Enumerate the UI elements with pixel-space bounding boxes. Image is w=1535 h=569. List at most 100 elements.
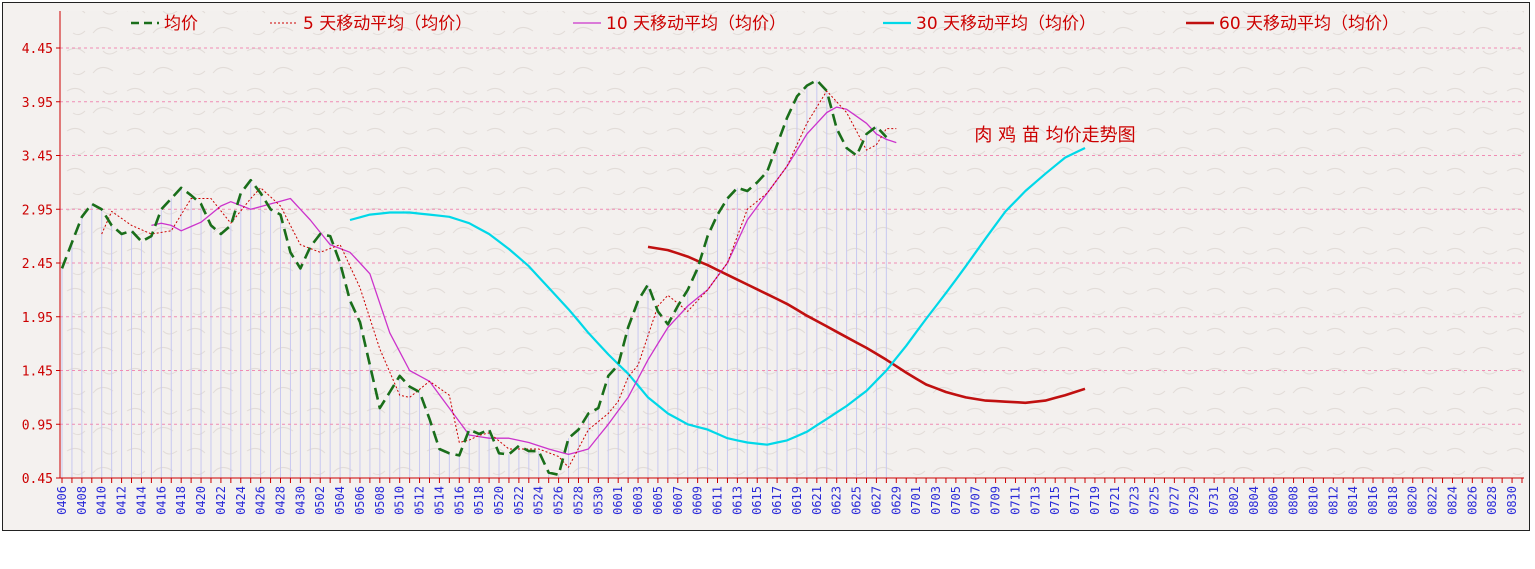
y-tick-label: 1.45 [22, 365, 53, 380]
x-tick-label: 0508 [373, 486, 387, 515]
x-tick-label: 0504 [333, 486, 347, 515]
x-tick-label: 0619 [790, 486, 804, 515]
x-tick-label: 0416 [154, 486, 168, 515]
x-tick-label: 0808 [1287, 486, 1301, 515]
x-tick-label: 0731 [1207, 486, 1221, 515]
x-tick-label: 0814 [1346, 486, 1360, 515]
x-tick-label: 0719 [1088, 486, 1102, 515]
series-line-1 [101, 90, 897, 468]
x-tick-label: 0810 [1306, 486, 1320, 515]
y-axis: 0.45 0.95 1.45 1.95 2.45 2.95 3.45 3.95 4.45 [22, 11, 61, 487]
x-tick-label: 0601 [611, 486, 625, 515]
x-tick-label: 0406 [55, 486, 69, 515]
x-tick-label: 0609 [691, 486, 705, 515]
x-tick-label: 0623 [830, 486, 844, 515]
x-tick-label: 0826 [1465, 486, 1479, 515]
x-tick-label: 0530 [591, 486, 605, 515]
series-lines [60, 79, 1086, 477]
x-tick-label: 0526 [552, 486, 566, 515]
area-bars [61, 80, 887, 478]
x-tick-label: 0806 [1267, 486, 1281, 515]
y-tick-label: 2.95 [22, 203, 53, 218]
x-tick-label: 0512 [413, 486, 427, 515]
x-tick-label: 0703 [929, 486, 943, 515]
x-tick-label: 0713 [1028, 486, 1042, 515]
y-tick-label: 0.95 [22, 418, 53, 433]
y-tick-label: 3.45 [22, 150, 53, 165]
x-tick-label: 0613 [730, 486, 744, 515]
x-tick-label: 0426 [254, 486, 268, 515]
x-tick-label: 0723 [1128, 486, 1142, 515]
x-tick-label: 0414 [134, 486, 148, 515]
legend: 均价 5 天移动平均（均价） 10 天移动平均（均价） 30 天移动平均（均价） 60 … [131, 14, 1399, 34]
x-tick-label: 0707 [969, 486, 983, 515]
y-tick-label: 0.45 [22, 472, 53, 487]
x-tick-label: 0709 [989, 486, 1003, 515]
x-tick-label: 0502 [313, 486, 327, 515]
x-tick-label: 0824 [1445, 486, 1459, 515]
x-tick-label: 0605 [651, 486, 665, 515]
x-tick-label: 0802 [1227, 486, 1241, 515]
x-tick-label: 0701 [909, 486, 923, 515]
x-tick-label: 0729 [1187, 486, 1201, 515]
series-line-2 [151, 106, 897, 456]
plot-background [60, 11, 1524, 478]
x-tick-label: 0727 [1167, 486, 1181, 515]
legend-label: 30 天移动平均（均价） [916, 14, 1096, 34]
x-tick-label: 0430 [293, 486, 307, 515]
x-tick-label: 0629 [889, 486, 903, 515]
x-tick-label: 0522 [512, 486, 526, 515]
x-tick-label: 0621 [810, 486, 824, 515]
x-tick-label: 0520 [492, 486, 506, 515]
x-tick-label: 0721 [1108, 486, 1122, 515]
legend-label: 10 天移动平均（均价） [606, 14, 786, 34]
x-tick-label: 0820 [1406, 486, 1420, 515]
legend-label: 60 天移动平均（均价） [1219, 14, 1399, 34]
x-tick-label: 0603 [631, 486, 645, 515]
x-tick-label: 0607 [671, 486, 685, 515]
x-tick-label: 0528 [571, 486, 585, 515]
x-tick-label: 0625 [850, 486, 864, 515]
x-tick-label: 0412 [115, 486, 129, 515]
legend-label: 5 天移动平均（均价） [303, 14, 472, 34]
x-tick-label: 0715 [1048, 486, 1062, 515]
x-tick-label: 0524 [532, 486, 546, 515]
x-tick-label: 0725 [1148, 486, 1162, 515]
x-tick-label: 0518 [472, 486, 486, 515]
x-tick-label: 0514 [432, 486, 446, 515]
chart-title: 肉 鸡 苗 均价走势图 [974, 125, 1135, 146]
legend-label: 均价 [164, 14, 198, 34]
x-tick-label: 0615 [750, 486, 764, 515]
x-tick-label: 0510 [393, 486, 407, 515]
x-tick-label: 0611 [711, 486, 725, 515]
x-tick-label: 0418 [174, 486, 188, 515]
x-tick-label: 0516 [452, 486, 466, 515]
x-tick-label: 0420 [194, 486, 208, 515]
series-line-0 [60, 79, 888, 477]
y-tick-label: 4.45 [22, 42, 53, 57]
y-tick-label: 3.95 [22, 96, 53, 111]
x-tick-label: 0424 [234, 486, 248, 515]
x-axis: 0406 0408 0410 0412 0414 0416 0418 0420 0422 0424… [55, 477, 1524, 515]
series-line-3 [349, 147, 1086, 446]
x-tick-label: 0812 [1326, 486, 1340, 515]
x-tick-label: 0830 [1505, 486, 1519, 515]
x-tick-label: 0711 [1008, 486, 1022, 515]
x-tick-label: 0428 [274, 486, 288, 515]
x-tick-label: 0410 [95, 486, 109, 515]
x-tick-label: 0717 [1068, 486, 1082, 515]
x-tick-label: 0506 [353, 486, 367, 515]
x-tick-label: 0828 [1485, 486, 1499, 515]
y-tick-label: 1.95 [22, 311, 53, 326]
x-tick-label: 0705 [949, 486, 963, 515]
chart-frame: 0.45 0.95 1.45 1.95 2.45 2.95 3.45 3.95 4.45 040… [2, 2, 1530, 531]
x-tick-label: 0818 [1386, 486, 1400, 515]
price-trend-chart: 0.45 0.95 1.45 1.95 2.45 2.95 3.45 3.95 4.45 040… [22, 11, 1524, 515]
x-tick-label: 0422 [214, 486, 228, 515]
x-tick-label: 0816 [1366, 486, 1380, 515]
x-tick-label: 0617 [770, 486, 784, 515]
y-tick-label: 2.45 [22, 257, 53, 272]
x-tick-label: 0627 [869, 486, 883, 515]
x-tick-label: 0804 [1247, 486, 1261, 515]
x-tick-label: 0408 [75, 486, 89, 515]
